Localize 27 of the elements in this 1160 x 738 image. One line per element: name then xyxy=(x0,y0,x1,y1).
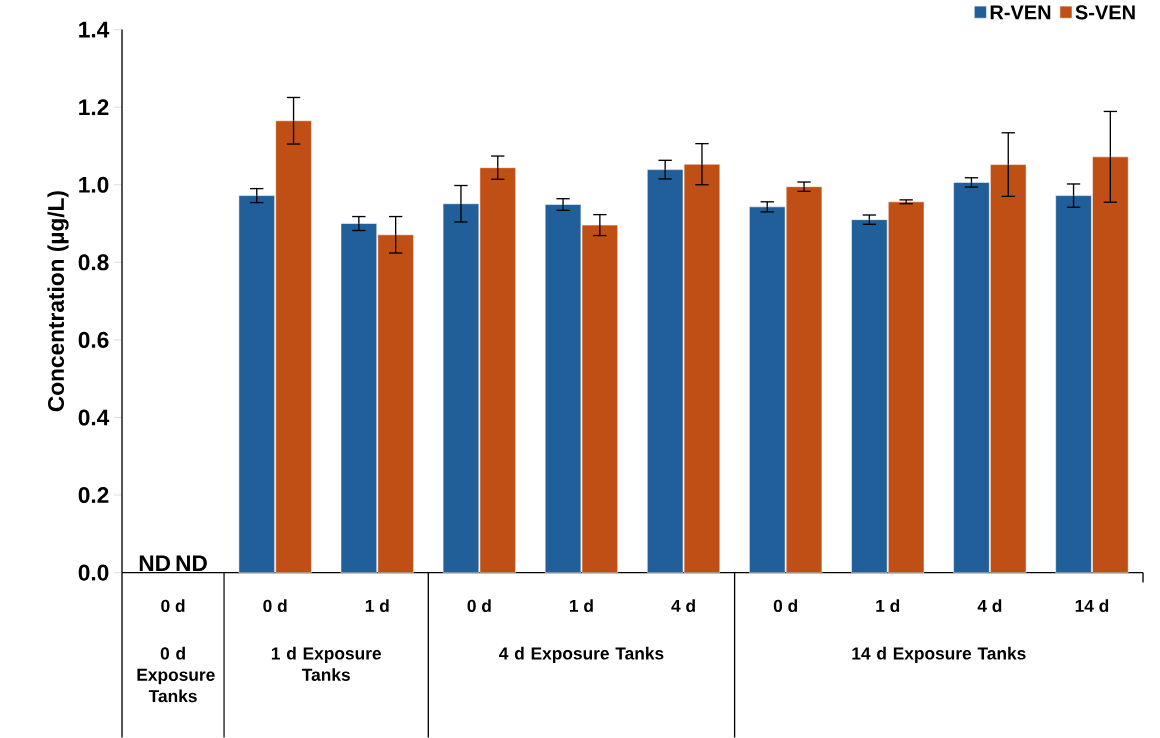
x-tick-label: 1 d xyxy=(365,599,389,612)
y-tick-label: 0.6 xyxy=(78,331,109,348)
x-tick-label: 0 d xyxy=(773,599,798,612)
x-tick-label: 1 d xyxy=(570,599,593,612)
y-tick-label: 0.4 xyxy=(78,409,110,426)
y-tick-label: 0.2 xyxy=(78,486,109,503)
y-tick-label: 0.8 xyxy=(78,254,109,271)
text: ND xyxy=(176,555,207,571)
x-tick-label: 14 d xyxy=(1075,599,1109,612)
text: 14 d Exposure Tanks xyxy=(852,646,1026,663)
text: 0 d Exposure Tanks xyxy=(137,646,215,703)
y-tick-label: 0.0 xyxy=(78,564,109,581)
y-axis-title: Concentration (µg/L) xyxy=(47,191,69,412)
legend-label: R-VEN xyxy=(990,5,1051,20)
legend-label: S-VEN xyxy=(1075,5,1135,20)
y-tick-label: 1.2 xyxy=(79,99,109,115)
x-tick-label: 0 d xyxy=(467,599,491,612)
x-tick-label: 0 d xyxy=(161,599,185,612)
x-tick-label: 0 d xyxy=(263,599,287,612)
text: 1 d Exposure Tanks xyxy=(271,646,381,681)
text: 4 d Exposure Tanks xyxy=(499,646,664,663)
y-tick-label: 1.0 xyxy=(79,176,109,193)
y-tick-label: 1.4 xyxy=(79,21,110,38)
x-tick-label: 4 d xyxy=(671,599,695,612)
x-tick-label: 1 d xyxy=(876,599,900,612)
text: ND xyxy=(139,555,171,571)
x-tick-label: 4 d xyxy=(977,599,1002,612)
